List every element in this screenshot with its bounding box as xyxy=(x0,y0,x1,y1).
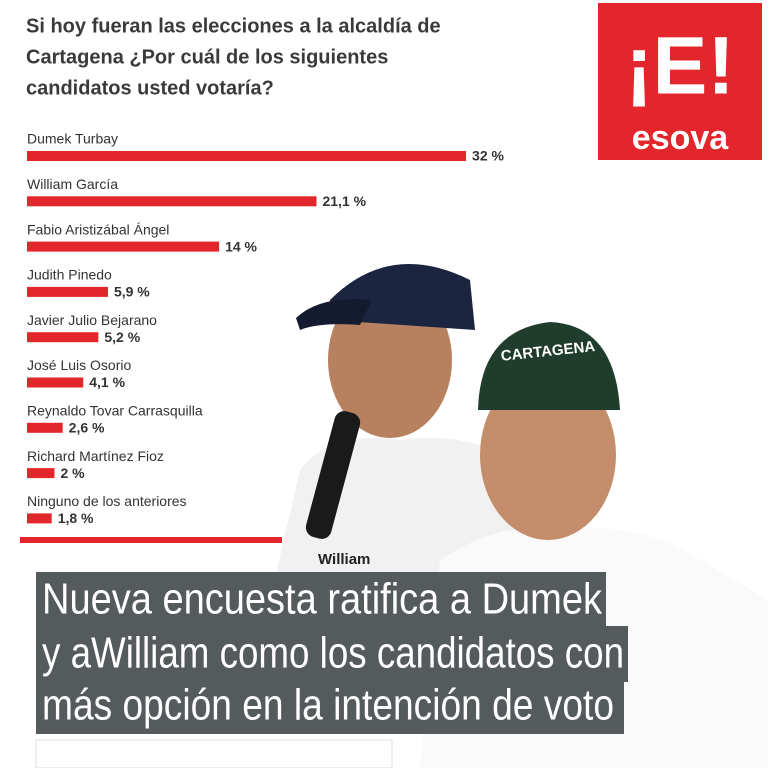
category-label: José Luis Osorio xyxy=(27,357,131,373)
category-label: Ninguno de los anteriores xyxy=(27,493,187,509)
bar xyxy=(27,513,52,524)
bar xyxy=(27,377,84,388)
logo-box xyxy=(598,3,762,160)
title: Si hoy fueran las elecciones a la alcald… xyxy=(26,15,441,99)
bar-chart: Dumek Turbay 32 % William García 21,1 % Fabi… xyxy=(27,131,505,526)
value-label: 32 % xyxy=(472,148,504,164)
bar xyxy=(27,286,108,297)
headline-line: Nueva encuesta ratifica a Dumek xyxy=(42,575,603,624)
title-line: candidatos usted votaría? xyxy=(26,77,274,99)
headline-line: y aWilliam como los candidatos con xyxy=(42,629,624,678)
title-line: Si hoy fueran las elecciones a la alcald… xyxy=(26,15,441,37)
headline: Nueva encuesta ratifica a Dumek y aWilli… xyxy=(35,572,628,768)
category-label: Reynaldo Tovar Carrasquilla xyxy=(27,403,203,419)
bar xyxy=(27,151,467,161)
title-line: Cartagena ¿Por cuál de los siguientes xyxy=(26,46,388,68)
category-label: William García xyxy=(27,176,118,192)
logo-mark: ¡E! xyxy=(625,21,734,112)
value-label: 2,6 % xyxy=(69,420,105,436)
cap xyxy=(478,322,620,410)
bar xyxy=(27,422,63,433)
value-label: 14 % xyxy=(225,238,257,254)
microphone xyxy=(305,411,361,539)
category-label: Fabio Aristizábal Ángel xyxy=(27,221,169,237)
logo: ¡E! esova xyxy=(598,3,762,160)
logo-name: esova xyxy=(632,119,729,157)
bar xyxy=(27,196,317,207)
cap-visor xyxy=(296,299,372,330)
footer-box xyxy=(35,739,393,768)
headline-box xyxy=(36,682,624,734)
value-label: 5,9 % xyxy=(114,284,150,300)
shirt-text: William xyxy=(318,551,370,568)
value-label: 4,1 % xyxy=(89,374,125,390)
value-label: 21,1 % xyxy=(322,193,366,209)
value-label: 5,2 % xyxy=(104,329,140,345)
face xyxy=(480,370,616,540)
bar xyxy=(27,332,99,343)
category-label: Judith Pinedo xyxy=(27,267,112,283)
category-label: Richard Martínez Fioz xyxy=(27,448,164,464)
cap xyxy=(330,264,475,330)
category-label: Dumek Turbay xyxy=(27,131,118,147)
headline-box xyxy=(36,626,628,682)
bar xyxy=(27,241,220,252)
value-label: 1,8 % xyxy=(58,510,94,526)
category-label: Javier Julio Bejarano xyxy=(27,312,157,328)
divider xyxy=(20,537,282,543)
value-label: 2 % xyxy=(60,465,85,481)
headline-box xyxy=(36,572,606,626)
bar xyxy=(27,468,55,479)
headline-line: más opción en la intención de voto xyxy=(42,681,614,730)
